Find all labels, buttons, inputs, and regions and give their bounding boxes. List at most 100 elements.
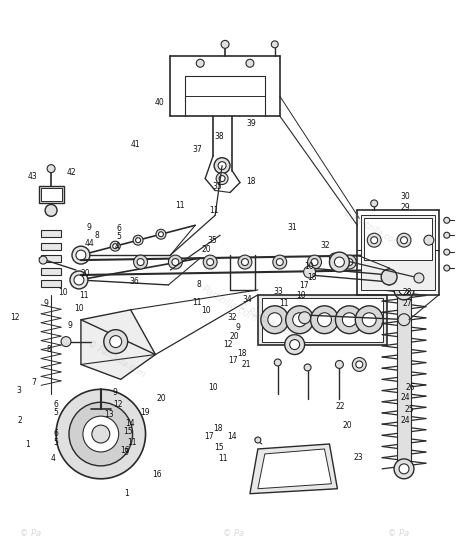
Circle shape bbox=[371, 237, 378, 243]
Circle shape bbox=[304, 266, 316, 278]
Circle shape bbox=[398, 314, 410, 325]
Text: © Partzilla.com: © Partzilla.com bbox=[341, 208, 401, 248]
Circle shape bbox=[110, 336, 122, 347]
Circle shape bbox=[290, 340, 300, 350]
Circle shape bbox=[394, 459, 414, 479]
Text: 11: 11 bbox=[218, 454, 228, 463]
Circle shape bbox=[271, 41, 278, 48]
Text: 34: 34 bbox=[243, 294, 252, 304]
Text: 16: 16 bbox=[120, 446, 130, 455]
Circle shape bbox=[308, 255, 321, 269]
Text: 20: 20 bbox=[81, 269, 90, 278]
Circle shape bbox=[444, 232, 450, 238]
Polygon shape bbox=[81, 310, 155, 380]
Text: 36: 36 bbox=[129, 277, 139, 286]
Text: © Pa: © Pa bbox=[388, 529, 409, 538]
Circle shape bbox=[444, 265, 450, 271]
Circle shape bbox=[56, 389, 146, 479]
Circle shape bbox=[261, 306, 289, 334]
Text: 6: 6 bbox=[53, 429, 58, 438]
Text: © Partzilla.com: © Partzilla.com bbox=[86, 339, 147, 379]
Text: 39: 39 bbox=[246, 119, 256, 129]
Text: 8: 8 bbox=[94, 231, 99, 240]
Text: 21: 21 bbox=[242, 360, 251, 369]
Bar bbox=[41, 243, 61, 250]
Circle shape bbox=[346, 259, 353, 265]
Text: 31: 31 bbox=[288, 223, 297, 232]
Circle shape bbox=[45, 205, 57, 216]
Circle shape bbox=[136, 238, 141, 243]
Circle shape bbox=[133, 235, 143, 245]
Circle shape bbox=[268, 313, 282, 327]
Text: 14: 14 bbox=[125, 418, 134, 428]
Text: 16: 16 bbox=[152, 470, 162, 479]
Bar bbox=[364, 218, 432, 260]
Text: 1: 1 bbox=[124, 489, 128, 498]
Circle shape bbox=[158, 232, 164, 237]
Text: 8: 8 bbox=[197, 280, 201, 289]
Circle shape bbox=[367, 233, 381, 247]
Text: 24: 24 bbox=[401, 416, 410, 425]
Circle shape bbox=[336, 306, 363, 334]
Text: 19: 19 bbox=[140, 408, 150, 417]
Text: 11: 11 bbox=[279, 299, 289, 308]
Text: 38: 38 bbox=[214, 132, 224, 141]
Text: 35: 35 bbox=[212, 182, 222, 191]
Circle shape bbox=[216, 173, 228, 184]
Text: 12: 12 bbox=[223, 340, 232, 348]
Circle shape bbox=[352, 358, 366, 371]
Text: 28: 28 bbox=[403, 288, 412, 297]
Text: Partzilla.com: Partzilla.com bbox=[199, 284, 259, 324]
Text: 9: 9 bbox=[112, 387, 117, 397]
Text: 44: 44 bbox=[85, 239, 95, 248]
Circle shape bbox=[72, 246, 90, 264]
Circle shape bbox=[371, 200, 378, 207]
Text: 9: 9 bbox=[86, 223, 91, 232]
Text: 18: 18 bbox=[308, 274, 317, 282]
Text: 10: 10 bbox=[58, 288, 67, 297]
Text: 13: 13 bbox=[104, 410, 114, 420]
Circle shape bbox=[207, 259, 214, 265]
Circle shape bbox=[74, 275, 84, 285]
Text: 14: 14 bbox=[228, 432, 237, 441]
Circle shape bbox=[401, 237, 408, 243]
Text: 11: 11 bbox=[210, 206, 219, 216]
Text: 10: 10 bbox=[74, 304, 84, 313]
Circle shape bbox=[104, 330, 128, 353]
Text: 35: 35 bbox=[208, 236, 218, 246]
Bar bbox=[41, 230, 61, 237]
Text: 22: 22 bbox=[336, 402, 346, 411]
Circle shape bbox=[246, 59, 254, 67]
Bar bbox=[361, 216, 435, 290]
Text: 29: 29 bbox=[401, 202, 410, 212]
Text: 33: 33 bbox=[273, 287, 283, 296]
Circle shape bbox=[47, 165, 55, 173]
Text: 10: 10 bbox=[296, 291, 305, 300]
Circle shape bbox=[113, 243, 118, 249]
Text: 11: 11 bbox=[79, 291, 89, 300]
Text: 20: 20 bbox=[343, 421, 353, 430]
Circle shape bbox=[156, 229, 166, 239]
Circle shape bbox=[381, 269, 397, 285]
Circle shape bbox=[329, 253, 339, 263]
Text: 41: 41 bbox=[131, 139, 140, 149]
Circle shape bbox=[362, 313, 376, 327]
Circle shape bbox=[110, 241, 120, 251]
Text: 37: 37 bbox=[192, 145, 202, 154]
Text: 15: 15 bbox=[123, 427, 133, 436]
Circle shape bbox=[399, 285, 409, 295]
Circle shape bbox=[273, 255, 287, 269]
Text: 5: 5 bbox=[53, 408, 58, 417]
Circle shape bbox=[92, 425, 110, 443]
Text: 32: 32 bbox=[321, 241, 330, 250]
Bar bbox=[41, 255, 61, 262]
Circle shape bbox=[292, 313, 307, 327]
Text: 6: 6 bbox=[117, 224, 122, 234]
Circle shape bbox=[238, 255, 252, 269]
Circle shape bbox=[356, 361, 363, 368]
Text: 26: 26 bbox=[406, 383, 415, 392]
Text: 9: 9 bbox=[44, 299, 49, 308]
Circle shape bbox=[69, 402, 133, 466]
Circle shape bbox=[397, 233, 411, 247]
Text: 23: 23 bbox=[354, 453, 364, 462]
